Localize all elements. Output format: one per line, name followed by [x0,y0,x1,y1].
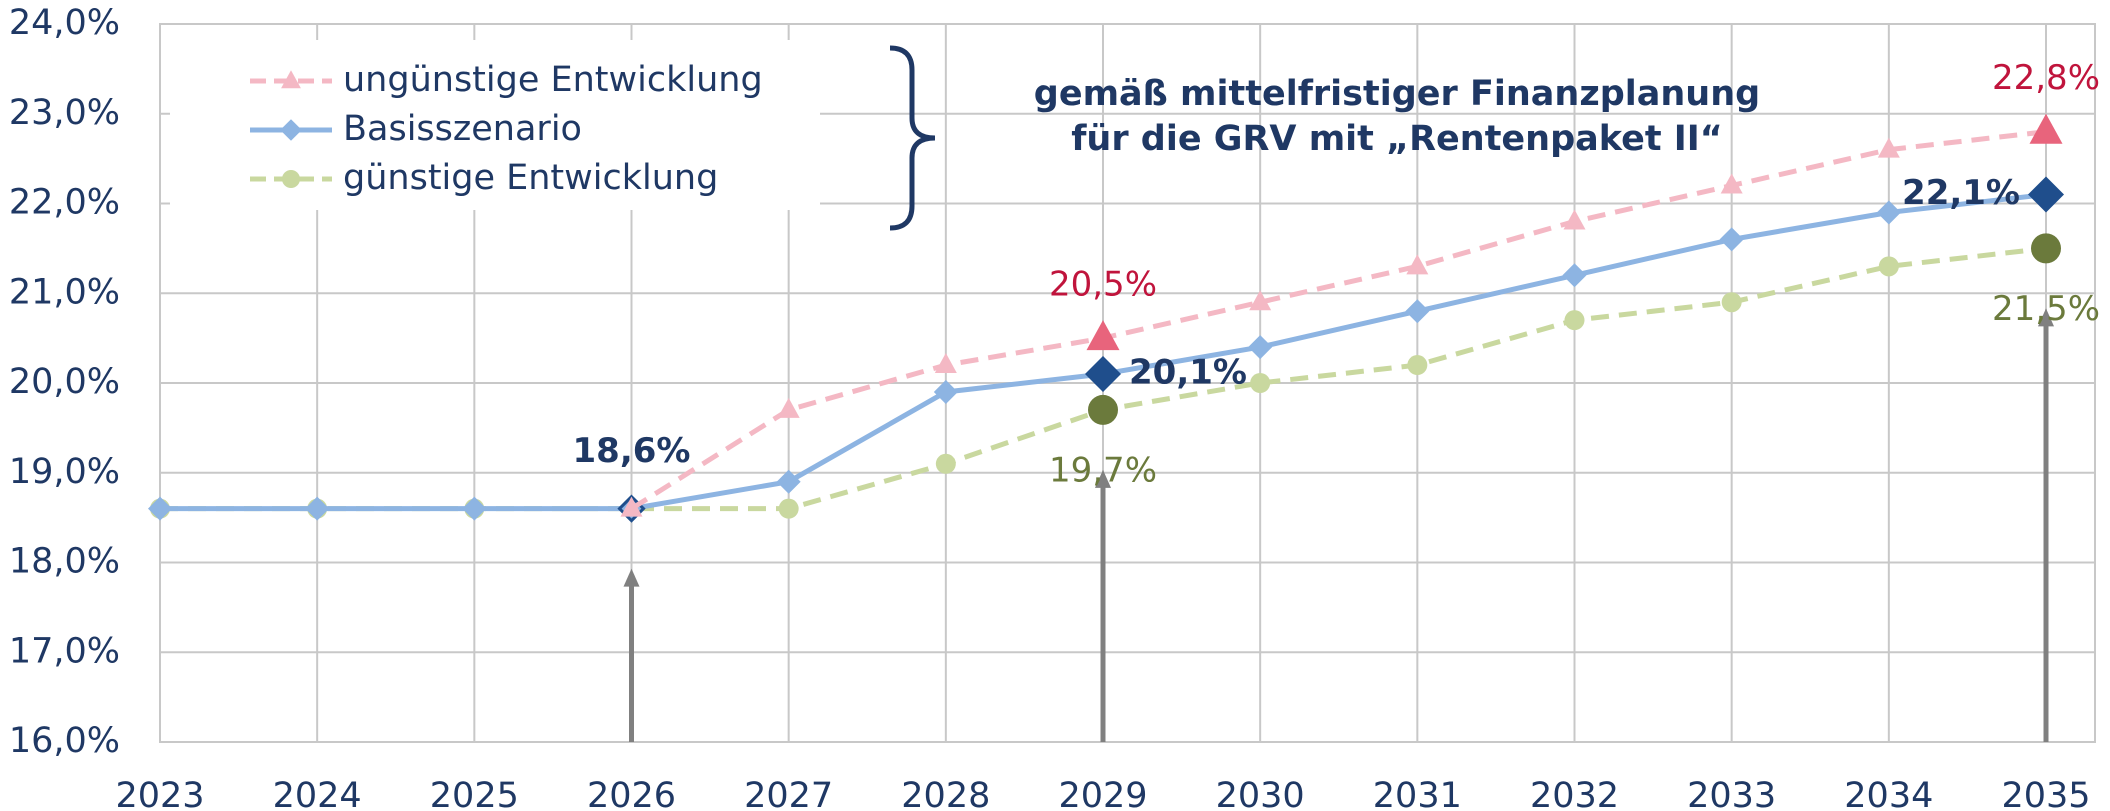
x-tick-label: 2023 [115,776,204,811]
marker [1563,209,1586,230]
marker [933,379,958,404]
arrow-head [2038,308,2054,327]
data-label: 22,1% [1902,173,2020,213]
x-tick-label: 2031 [1373,776,1462,811]
data-label: 18,6% [573,431,691,471]
legend-marker [282,170,300,188]
marker [778,498,799,519]
marker [1248,335,1273,360]
marker [1876,200,1901,225]
x-tick-label: 2027 [744,776,833,811]
marker [1562,263,1587,288]
marker [1877,137,1900,158]
data-label: 21,5% [1992,289,2100,329]
annotation: gemäß mittelfristiger Finanzplanung [1034,74,1760,114]
data-label: 20,5% [1049,265,1157,305]
x-tick-label: 2025 [430,776,519,811]
arrow-head [623,568,640,587]
x-tick-label: 2032 [1530,776,1619,811]
marker [777,397,800,418]
series-line [630,129,2047,511]
legend-label: Basisszenario [343,109,582,149]
legend-marker [281,70,301,89]
legend-marker [280,119,302,141]
marker [1406,254,1429,275]
y-tick-label: 16,0% [9,721,120,761]
x-tick-label: 2024 [273,776,362,811]
marker [148,496,172,521]
marker [934,353,957,374]
x-tick-label: 2033 [1687,776,1776,811]
marker [935,453,956,474]
x-tick-label: 2026 [587,776,676,811]
y-tick-label: 22,0% [9,183,120,223]
highlight-marker [1085,356,1121,393]
y-tick-label: 18,0% [9,542,120,582]
data-label: 20,1% [1129,353,1247,393]
brace [889,45,936,231]
highlight-marker [1088,394,1118,425]
x-tick-label: 2029 [1058,776,1147,811]
annotation: für die GRV mit „Rentenpaket II“ [1071,119,1723,159]
marker [1405,299,1430,324]
marker [305,496,330,521]
arrow-head [1095,469,1111,488]
x-tick-label: 2028 [901,776,990,811]
y-tick-label: 21,0% [9,272,120,312]
marker [776,469,801,494]
y-tick-label: 24,0% [9,3,120,43]
legend-label: ungünstige Entwicklung [343,60,763,100]
y-tick-label: 20,0% [9,362,120,402]
marker [620,496,643,517]
marker [1721,292,1742,313]
marker [1720,173,1743,194]
y-tick-label: 23,0% [9,93,120,133]
data-label: 19,7% [1049,450,1157,490]
x-tick-label: 2030 [1216,776,1305,811]
highlight-marker [2031,233,2061,264]
marker [1250,373,1271,393]
highlight-marker [1086,320,1120,351]
data-label: 22,8% [1992,58,2100,98]
y-tick-label: 17,0% [9,631,120,671]
plot-border [159,23,2096,743]
highlight-marker [2028,176,2064,213]
legend-box [170,40,820,210]
x-tick-label: 2035 [2001,776,2090,811]
legend-label: günstige Entwicklung [343,158,718,198]
marker [1564,310,1585,331]
y-tick-label: 19,0% [9,452,120,492]
x-tick-label: 2034 [1844,776,1933,811]
marker [1407,355,1428,376]
marker [1719,227,1744,252]
highlight-marker [2029,113,2063,144]
marker [462,496,487,521]
marker [1878,256,1899,277]
marker [1249,290,1272,311]
